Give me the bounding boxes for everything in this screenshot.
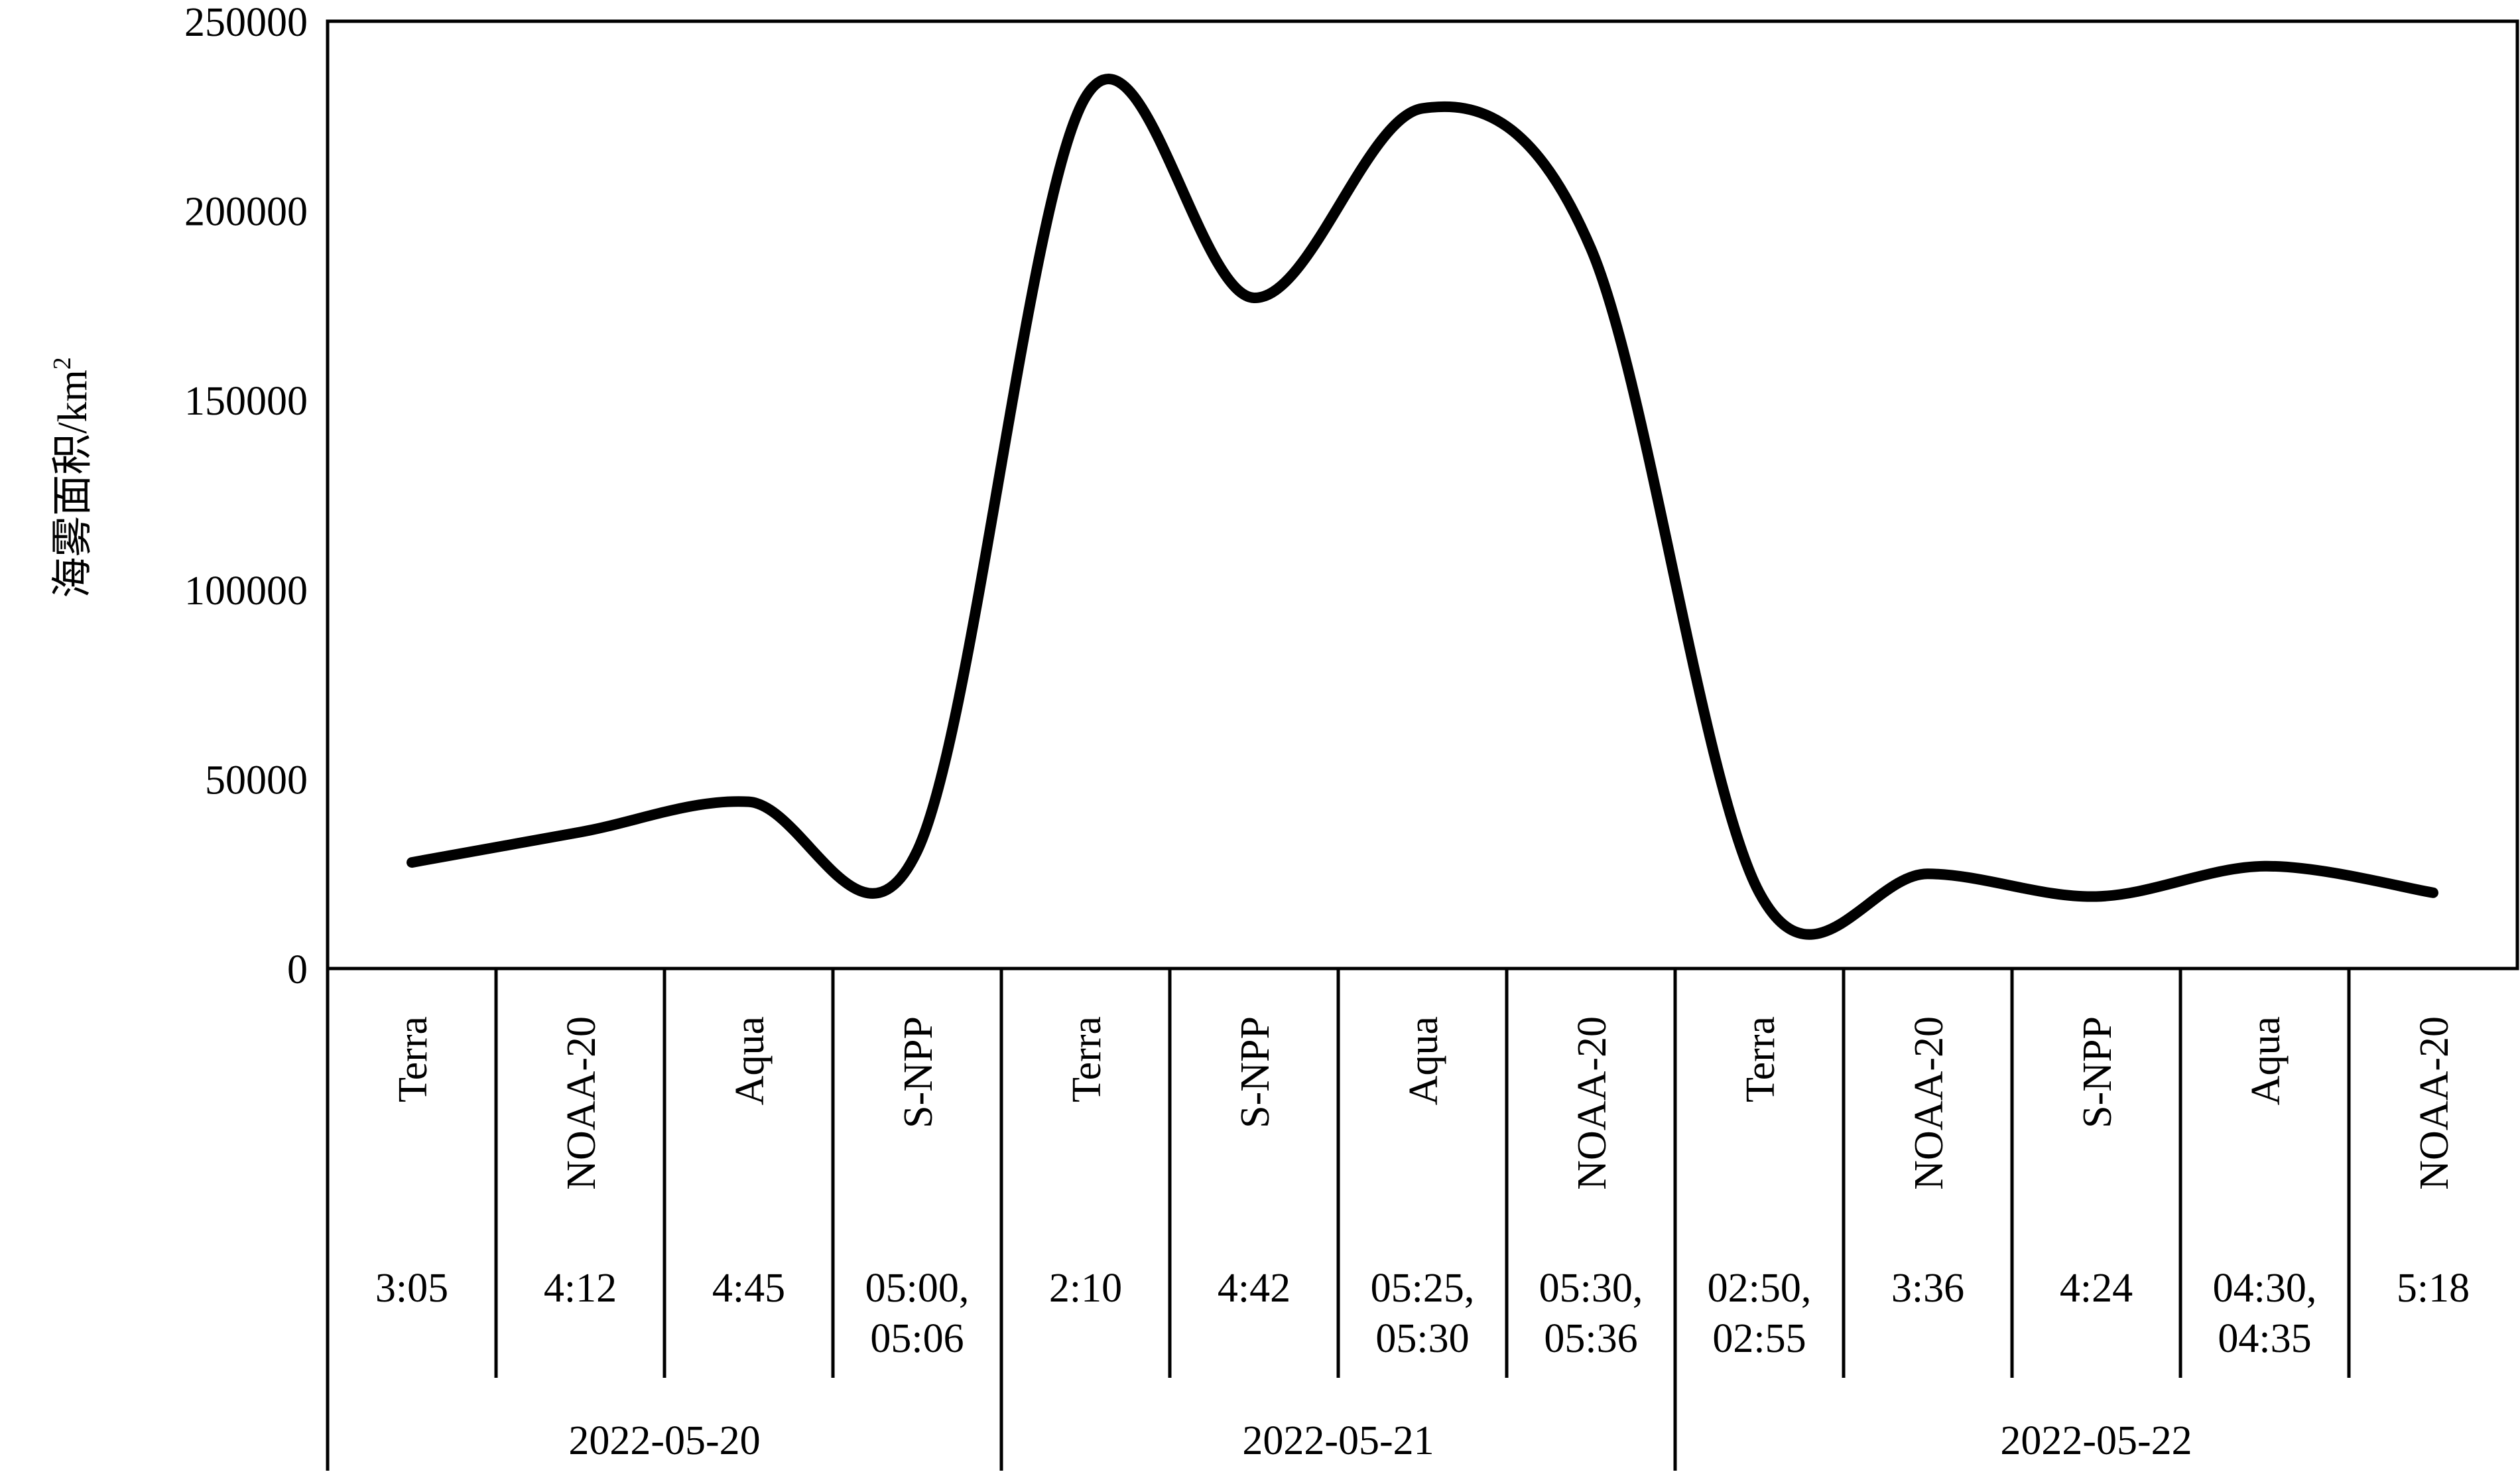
x-category-time-line: 05:06	[870, 1316, 964, 1361]
x-category-time-line: 4:45	[712, 1266, 785, 1311]
x-category-time-label: 3:05	[375, 1266, 448, 1311]
x-category-time-label: 02:50, 02:55	[1708, 1266, 1812, 1361]
x-category-time-line: 5:18	[2397, 1266, 2470, 1311]
x-category-time-line: 4:12	[544, 1266, 617, 1311]
x-category-satellite-label: NOAA-20	[1907, 1016, 1952, 1190]
x-category-time-line: 02:50,	[1708, 1266, 1812, 1311]
x-category-satellite-label: S-NPP	[2075, 1016, 2120, 1128]
data-point	[1927, 873, 1928, 874]
line-layer	[407, 74, 2438, 940]
x-category-satellite-label: Aqua	[1401, 1016, 1446, 1105]
y-tick-label: 50000	[205, 758, 308, 803]
x-category-time-label: 4:45	[712, 1266, 785, 1311]
y-axis-label: 海雾面积/km2	[48, 357, 95, 598]
y-tick-label: 250000	[184, 0, 308, 45]
x-category-satellite-label: Terra	[1738, 1016, 1783, 1103]
x-category-time-line: 05:30,	[1539, 1266, 1643, 1311]
data-point	[1085, 96, 1086, 98]
x-category-satellite-label: NOAA-20	[559, 1016, 604, 1190]
x-category-time-label: 5:18	[2397, 1266, 2470, 1311]
x-category-satellite-label: Aqua	[2243, 1016, 2289, 1105]
data-point	[748, 801, 749, 803]
x-category-satellite-label: Aqua	[727, 1016, 773, 1105]
x-category-satellite-label: Terra	[1064, 1016, 1109, 1103]
y-tick-label: 0	[287, 947, 308, 992]
data-point	[580, 831, 581, 833]
x-category-time-line: 05:25,	[1371, 1266, 1475, 1311]
y-axis-label-main: 海雾面积/km	[50, 369, 95, 598]
x-category-time-label: 05:00, 05:06	[865, 1266, 970, 1361]
data-point	[2096, 896, 2097, 897]
x-category-time-line: 4:24	[2060, 1266, 2133, 1311]
data-point	[1253, 297, 1255, 299]
x-category-satellite-label: NOAA-20	[2412, 1016, 2457, 1190]
y-tick-label: 100000	[184, 569, 308, 614]
y-axis-label-layer: 海雾面积/km2	[48, 357, 95, 598]
x-category-time-line: 05:36	[1544, 1316, 1637, 1361]
x-date-group-label: 2022-05-21	[1242, 1418, 1434, 1463]
x-category-time-line: 04:30,	[2213, 1266, 2317, 1311]
plot-area-frame	[326, 19, 2519, 971]
x-category-satellite-label: S-NPP	[896, 1016, 941, 1128]
x-category-time-line: 04:35	[2218, 1316, 2311, 1361]
y-tick-label: 150000	[184, 379, 308, 424]
data-point	[1759, 892, 1760, 894]
x-category-time-label: 05:25, 05:30	[1371, 1266, 1475, 1361]
axes-layer: 0 50000 100000 150000 200000 250000	[184, 0, 2519, 992]
x-category-time-label: 2:10	[1049, 1266, 1122, 1311]
data-point	[2432, 892, 2434, 894]
data-point	[411, 862, 412, 863]
data-point	[1590, 248, 1592, 249]
x-category-time-label: 3:36	[1891, 1266, 1964, 1311]
x-category-time-label: 4:24	[2060, 1266, 2133, 1311]
x-category-time-label: 4:42	[1218, 1266, 1291, 1311]
x-category-time-label: 04:30, 04:35	[2213, 1266, 2317, 1361]
x-category-satellite-label: S-NPP	[1233, 1016, 1278, 1128]
y-axis-label-superscript: 2	[48, 357, 76, 369]
x-date-group-label: 2022-05-22	[2000, 1418, 2192, 1463]
x-category-time-line: 02:55	[1712, 1316, 1806, 1361]
x-category-satellite-label: NOAA-20	[1570, 1016, 1615, 1190]
y-tick-label: 200000	[184, 190, 308, 235]
x-category-time-label: 05:30, 05:36	[1539, 1266, 1643, 1361]
data-point	[1422, 107, 1423, 109]
x-category-satellite-label: Terra	[391, 1016, 436, 1103]
x-category-time-line: 2:10	[1049, 1266, 1122, 1311]
x-category-time-line: 3:05	[375, 1266, 448, 1311]
x-category-time-line: 05:00,	[865, 1266, 970, 1311]
data-point	[916, 850, 918, 852]
x-category-time-label: 4:12	[544, 1266, 617, 1311]
x-category-time-line: 05:30	[1375, 1316, 1469, 1361]
sea-fog-area-series-line	[407, 74, 2438, 940]
data-point	[2264, 866, 2265, 867]
x-category-time-line: 4:42	[1218, 1266, 1291, 1311]
x-date-group-label: 2022-05-20	[568, 1418, 760, 1463]
x-category-time-line: 3:36	[1891, 1266, 1964, 1311]
